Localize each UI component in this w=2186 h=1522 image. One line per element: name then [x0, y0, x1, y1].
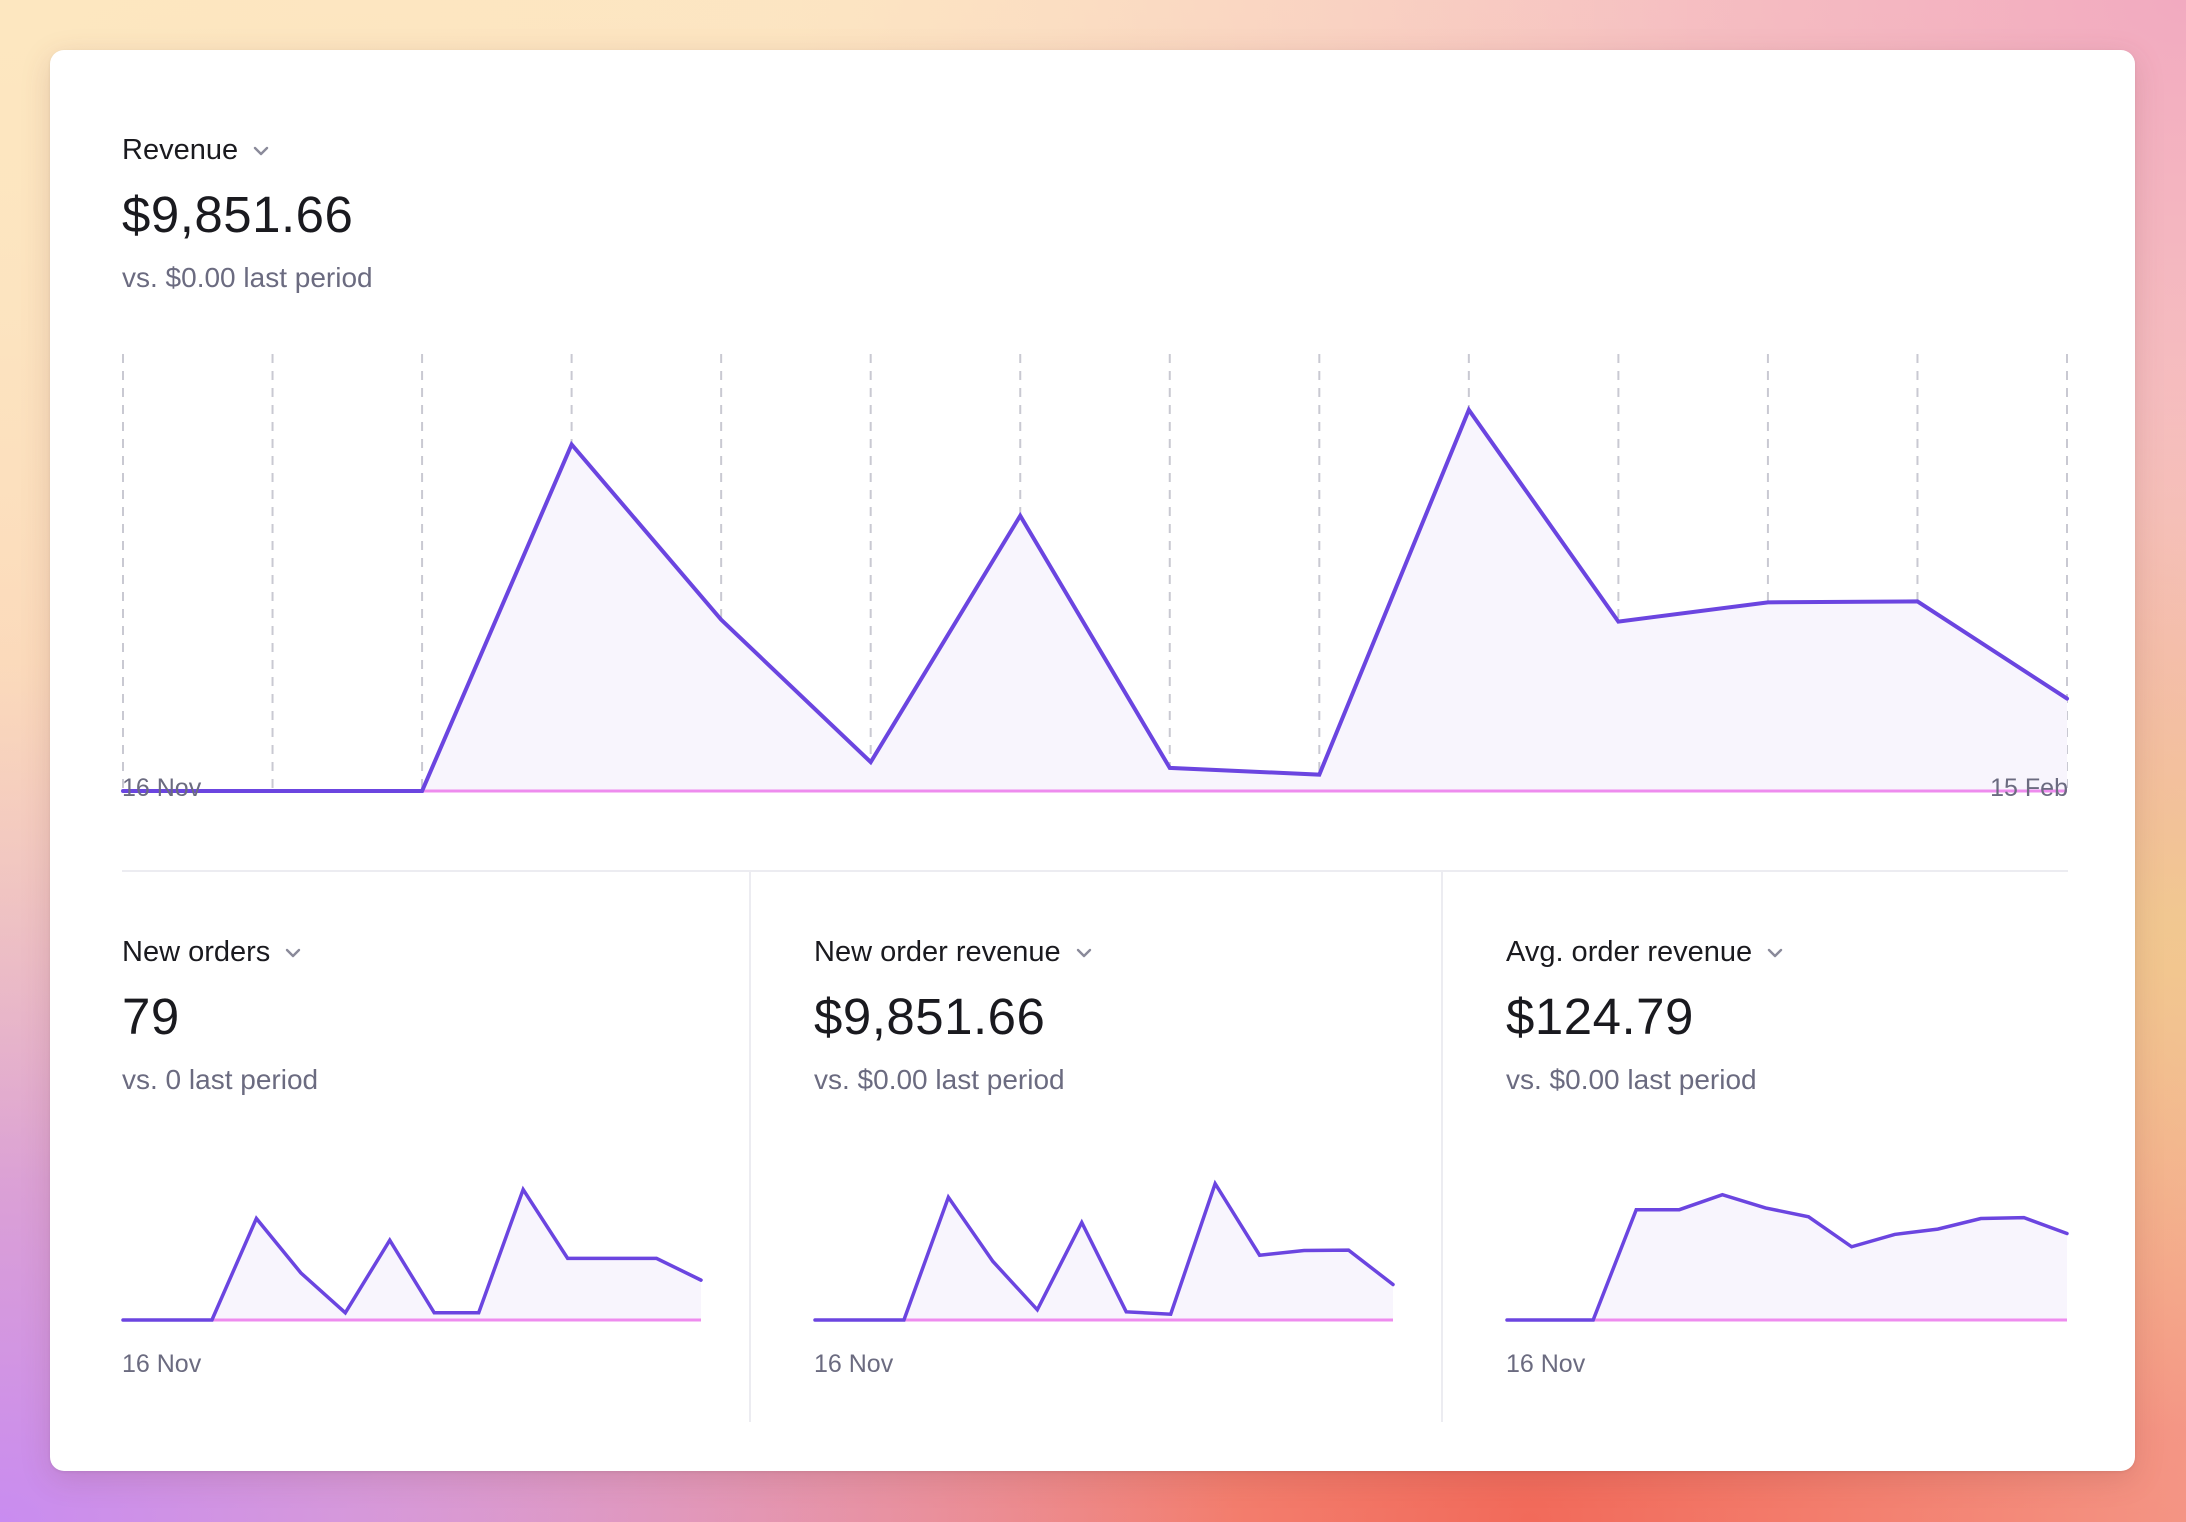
new-orders-title: New orders — [122, 936, 271, 968]
revenue-title: Revenue — [122, 134, 239, 166]
revenue-chart — [121, 354, 2069, 793]
area-fill — [815, 1183, 1393, 1320]
new-orders-dropdown[interactable]: New orders — [122, 936, 318, 969]
chevron-down-icon — [1076, 948, 1091, 957]
new-order-revenue-value: $9,851.66 — [814, 988, 1046, 1045]
area-fill — [123, 1189, 701, 1320]
analytics-card: Revenue $9,851.66 vs. $0.00 last period … — [50, 50, 2135, 1471]
chevron-down-icon — [1767, 948, 1783, 957]
avg-order-revenue-title: Avg. order revenue — [1506, 936, 1753, 968]
avg-order-revenue-value: $124.79 — [1506, 988, 1694, 1045]
chevron-down-icon — [253, 146, 269, 155]
avg-order-revenue-dropdown[interactable]: Avg. order revenue — [1506, 936, 1784, 969]
revenue-x-start-label: 16 Nov — [122, 774, 202, 802]
area-fill — [123, 409, 2067, 791]
avg-order-revenue-compare: vs. $0.00 last period — [1506, 1064, 1757, 1095]
revenue-dropdown[interactable]: Revenue — [122, 134, 373, 167]
series-line — [121, 405, 2069, 793]
avg-order-revenue-chart — [1505, 1192, 2069, 1322]
new-orders-chart — [121, 1185, 703, 1322]
new-order-revenue-title: New order revenue — [814, 936, 1061, 968]
new-order-revenue-chart — [813, 1179, 1395, 1322]
new-order-revenue-metric: New order revenue $9,851.66 vs. $0.00 la… — [814, 936, 1093, 1096]
new-order-revenue-compare: vs. $0.00 last period — [814, 1064, 1065, 1095]
avg-order-revenue-x-start-label: 16 Nov — [1506, 1350, 1586, 1378]
section-divider — [122, 870, 2068, 872]
revenue-value: $9,851.66 — [122, 186, 354, 243]
revenue-metric: Revenue $9,851.66 vs. $0.00 last period — [122, 134, 373, 294]
column-divider — [1441, 872, 1443, 1422]
series-line — [121, 1185, 703, 1322]
new-order-revenue-dropdown[interactable]: New order revenue — [814, 936, 1093, 969]
new-order-revenue-x-start-label: 16 Nov — [814, 1350, 894, 1378]
new-orders-x-start-label: 16 Nov — [122, 1350, 202, 1378]
new-orders-compare: vs. 0 last period — [122, 1064, 319, 1095]
revenue-compare: vs. $0.00 last period — [122, 262, 373, 293]
chevron-down-icon — [286, 948, 301, 957]
area-fill — [1507, 1194, 2067, 1320]
column-divider — [749, 872, 751, 1422]
new-orders-metric: New orders 79 vs. 0 last period — [122, 936, 318, 1096]
revenue-x-end-label: 15 Feb — [1990, 774, 2068, 802]
avg-order-revenue-metric: Avg. order revenue $124.79 vs. $0.00 las… — [1506, 936, 1784, 1096]
series-line — [813, 1179, 1395, 1322]
series-line — [1505, 1192, 2069, 1322]
new-orders-value: 79 — [122, 988, 180, 1045]
